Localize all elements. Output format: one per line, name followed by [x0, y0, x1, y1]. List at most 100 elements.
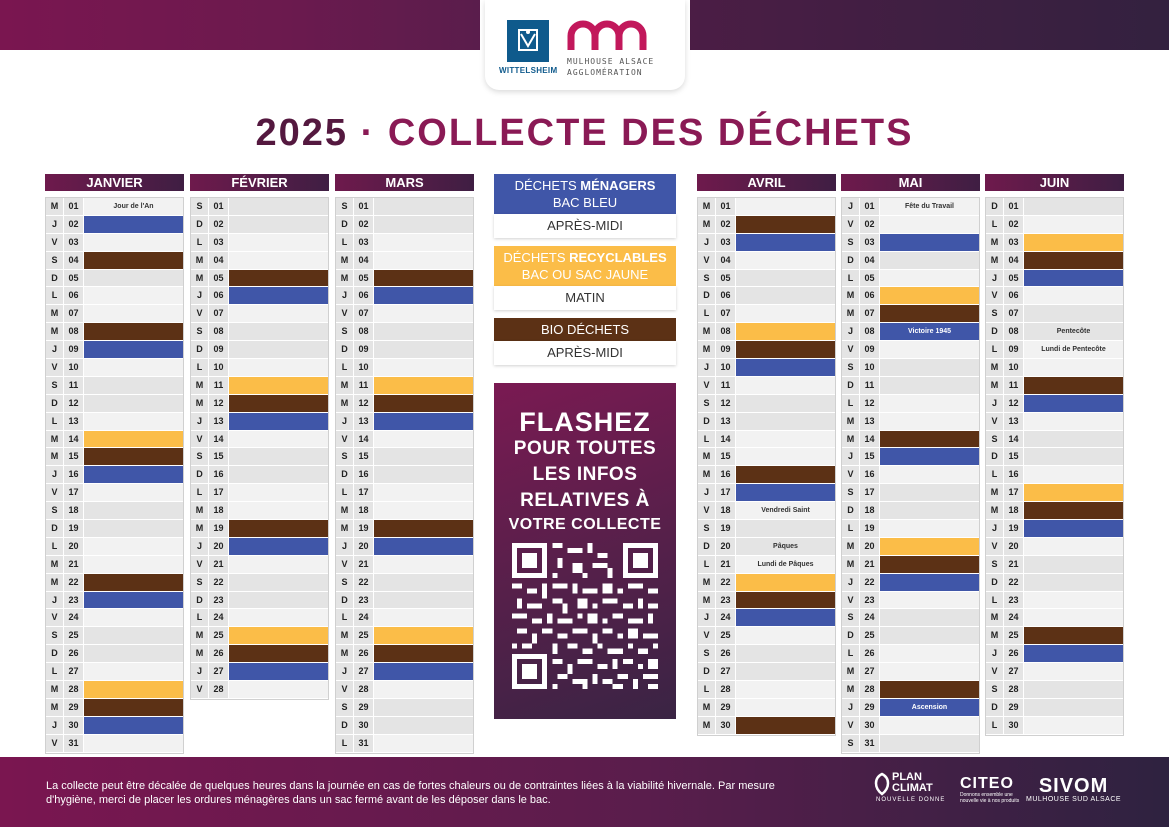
day-row: M 24	[986, 609, 1123, 628]
day-number: 03	[209, 233, 229, 251]
day-row: J 15	[842, 448, 979, 467]
day-weekday: D	[842, 251, 860, 269]
day-row: S 14	[986, 430, 1123, 449]
day-number: 06	[64, 287, 84, 305]
day-cell	[880, 645, 979, 663]
citeo-logo: CITEO Donnons ensemble une nouvelle vie …	[960, 776, 1020, 805]
day-row: J 06	[336, 287, 473, 306]
day-cell	[880, 341, 979, 359]
day-row: D 11	[842, 376, 979, 395]
day-cell	[1024, 663, 1123, 681]
m2a-label-line1: MULHOUSE ALSACE	[567, 57, 655, 66]
day-row: V 02	[842, 215, 979, 234]
day-weekday: L	[842, 520, 860, 537]
day-row: J 03	[698, 233, 835, 252]
day-number: 23	[716, 591, 736, 609]
collection-brown	[1024, 376, 1123, 394]
day-number: 29	[716, 698, 736, 716]
collection-brown	[736, 591, 835, 609]
day-weekday: L	[698, 430, 716, 448]
day-weekday: M	[191, 251, 209, 269]
qr-code-icon[interactable]	[512, 543, 658, 689]
day-number: 15	[209, 448, 229, 466]
day-row: S 08	[191, 323, 328, 342]
day-row: S 21	[986, 555, 1123, 574]
collection-brown	[84, 448, 183, 466]
day-number: 14	[209, 430, 229, 448]
day-row: V 06	[986, 287, 1123, 306]
day-cell	[880, 394, 979, 412]
day-number: 06	[1004, 287, 1024, 305]
day-weekday: S	[986, 555, 1004, 573]
day-number: 29	[64, 698, 84, 716]
day-number: 12	[1004, 394, 1024, 412]
day-weekday: D	[842, 502, 860, 520]
collection-brown	[84, 573, 183, 591]
day-weekday: M	[986, 627, 1004, 645]
day-weekday: L	[842, 394, 860, 412]
day-weekday: M	[986, 251, 1004, 269]
collection-yellow	[374, 376, 473, 394]
day-number: 03	[1004, 233, 1024, 251]
day-row: S 04	[46, 251, 183, 270]
day-weekday: M	[842, 412, 860, 430]
day-row: J 13	[191, 412, 328, 431]
day-number: 15	[354, 448, 374, 466]
day-row: M 10	[986, 359, 1123, 377]
collection-brown	[1024, 502, 1123, 520]
day-weekday: J	[986, 645, 1004, 663]
day-number: 23	[64, 591, 84, 609]
day-weekday: V	[46, 359, 64, 376]
day-weekday: L	[191, 609, 209, 627]
day-number: 08	[64, 323, 84, 341]
day-number: 20	[1004, 537, 1024, 555]
day-number: 02	[64, 215, 84, 233]
day-row: D 16	[336, 466, 473, 485]
day-weekday: D	[842, 376, 860, 394]
day-row: J 26	[986, 645, 1123, 664]
month-column: MAI J 01 Fête du Travail V 02 S 03 D 04 L 05 M 06 M 07 J…	[841, 174, 980, 754]
day-weekday: L	[986, 215, 1004, 233]
day-number: 28	[716, 681, 736, 698]
day-number: 28	[64, 681, 84, 698]
collection-blue	[880, 233, 979, 251]
month-header: JANVIER	[45, 174, 184, 191]
day-number: 11	[64, 376, 84, 394]
day-weekday: J	[191, 663, 209, 681]
day-number: 07	[64, 305, 84, 323]
day-weekday: S	[46, 376, 64, 394]
day-row: L 02	[986, 215, 1123, 234]
day-weekday: S	[986, 430, 1004, 448]
day-row: D 05	[46, 269, 183, 288]
day-cell	[84, 555, 183, 573]
day-number: 18	[716, 502, 736, 520]
day-weekday: J	[842, 698, 860, 716]
day-number: 14	[1004, 430, 1024, 448]
day-cell	[736, 698, 835, 716]
month-header: JUIN	[985, 174, 1124, 191]
collection-blue	[736, 359, 835, 376]
day-row: D 01	[986, 198, 1123, 216]
day-row: J 20	[191, 537, 328, 556]
day-number: 03	[716, 233, 736, 251]
collection-blue	[84, 341, 183, 359]
day-number: 26	[64, 645, 84, 663]
day-cell	[84, 484, 183, 502]
day-number: 01	[64, 198, 84, 215]
day-cell	[374, 502, 473, 520]
day-row: L 30	[986, 716, 1123, 735]
day-cell: Lundi de Pentecôte	[1024, 341, 1123, 359]
legend-recyclables-time: MATIN	[494, 286, 676, 310]
day-number: 30	[64, 716, 84, 734]
day-cell	[229, 466, 328, 484]
day-weekday: S	[46, 502, 64, 520]
collection-blue	[84, 716, 183, 734]
day-cell	[374, 305, 473, 323]
day-row: J 13	[336, 412, 473, 431]
day-cell	[736, 627, 835, 645]
day-weekday: M	[842, 537, 860, 555]
day-cell	[374, 215, 473, 233]
day-weekday: D	[698, 537, 716, 555]
day-cell	[1024, 287, 1123, 305]
day-row: V 07	[336, 305, 473, 324]
